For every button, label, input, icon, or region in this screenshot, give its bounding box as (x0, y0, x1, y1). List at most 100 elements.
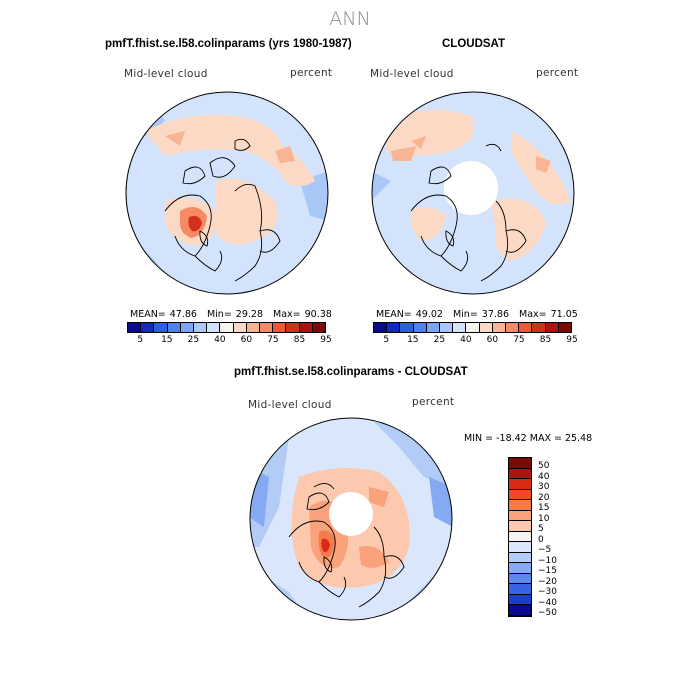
colorbar-swatch (509, 542, 531, 553)
colorbar-tick-label: −40 (538, 597, 557, 608)
diff-colorbar-labels: 50 40 30 20 15 10 5 0 −5 −10 −15 −20 −30 −40 −50 (538, 457, 578, 618)
colorbar-swatch (220, 322, 234, 333)
colorbar-swatch (180, 322, 195, 333)
model-panel-title: pmfT.fhist.se.l58.colinparams (yrs 1980-… (105, 38, 352, 50)
colorbar-swatch (466, 322, 480, 333)
diff-variable-label: Mid-level cloud (248, 399, 332, 411)
obs-min-value: 37.86 (481, 309, 509, 320)
colorbar-tick-label: 5 (383, 335, 390, 345)
colorbar-swatch (127, 322, 142, 333)
colorbar-tick-label: 40 (214, 335, 226, 345)
colorbar-tick-label: −15 (538, 566, 557, 576)
colorbar-swatch (453, 322, 467, 333)
colorbar-tick-label: 15 (538, 503, 550, 513)
obs-colorbar: 5 15 25 40 60 75 85 95 (373, 322, 578, 345)
diff-panel-title: pmfT.fhist.se.l58.colinparams - CLOUDSAT (234, 366, 468, 378)
colorbar-swatch (509, 500, 531, 511)
obs-min-label: Min= (452, 309, 478, 320)
colorbar-swatch (509, 479, 531, 490)
model-stats: MEAN= 47.86 Min= 29.28 Max= 90.38 (130, 309, 342, 320)
colorbar-tick-label: 95 (566, 335, 578, 345)
colorbar-tick-label: 0 (538, 534, 544, 545)
colorbar-tick-label: 20 (538, 492, 550, 503)
obs-mean-label: MEAN= (376, 309, 412, 320)
colorbar-swatch (509, 552, 531, 563)
colorbar-tick-label: 95 (320, 335, 332, 345)
colorbar-swatch (558, 322, 573, 333)
colorbar-tick-label: 50 (538, 461, 550, 471)
model-min-label: Min= (206, 309, 232, 320)
colorbar-swatch (509, 458, 531, 469)
colorbar-swatch (286, 322, 300, 333)
colorbar-swatch (519, 322, 533, 333)
colorbar-tick-label: 25 (187, 335, 200, 345)
diff-minmax: MIN = -18.42 MAX = 25.48 (464, 433, 593, 444)
colorbar-swatch (299, 322, 313, 333)
colorbar-tick-label: 15 (407, 335, 419, 345)
colorbar-swatch (509, 605, 531, 616)
diff-colorbar (508, 457, 532, 617)
obs-mean-value: 49.02 (415, 309, 443, 320)
obs-variable-label: Mid-level cloud (370, 68, 454, 80)
model-mean-label: MEAN= (130, 309, 166, 320)
colorbar-swatch (506, 322, 520, 333)
colorbar-tick-label: 60 (240, 335, 253, 345)
colorbar-swatch (509, 489, 531, 500)
obs-stats: MEAN= 49.02 Min= 37.86 Max= 71.05 (376, 309, 588, 320)
colorbar-swatch (426, 322, 441, 333)
colorbar-swatch (312, 322, 327, 333)
main-title: ANN (329, 8, 371, 30)
colorbar-swatch (440, 322, 454, 333)
colorbar-swatch (492, 322, 507, 333)
model-mean-value: 47.86 (169, 309, 197, 320)
colorbar-swatch (167, 322, 181, 333)
colorbar-swatch (194, 322, 208, 333)
colorbar-tick-label: −20 (538, 576, 557, 587)
colorbar-swatch (260, 322, 274, 333)
colorbar-tick-label: 5 (137, 335, 144, 345)
colorbar-tick-label: 85 (539, 335, 552, 345)
model-min-value: 29.28 (235, 309, 263, 320)
model-max-value: 90.38 (304, 309, 332, 320)
colorbar-swatch (141, 322, 155, 333)
colorbar-tick-label: 40 (460, 335, 472, 345)
colorbar-swatch (532, 322, 546, 333)
colorbar-swatch (246, 322, 261, 333)
colorbar-swatch (509, 510, 531, 521)
colorbar-swatch (509, 563, 531, 574)
colorbar-swatch (509, 521, 531, 532)
colorbar-swatch (509, 468, 531, 479)
model-variable-label: Mid-level cloud (124, 68, 208, 80)
colorbar-tick-label: 85 (293, 335, 306, 345)
colorbar-swatch (233, 322, 247, 333)
diff-polar-map (249, 417, 453, 621)
colorbar-tick-label: 10 (538, 513, 550, 524)
colorbar-tick-label: 25 (433, 335, 446, 345)
colorbar-tick-label: 40 (538, 471, 550, 482)
colorbar-tick-label: 5 (538, 524, 544, 534)
colorbar-tick-label: 75 (267, 335, 279, 345)
colorbar-swatch (509, 531, 531, 542)
colorbar-swatch (545, 322, 559, 333)
obs-max-value: 71.05 (550, 309, 578, 320)
colorbar-tick-label: −10 (538, 555, 557, 566)
colorbar-swatch (413, 322, 427, 333)
colorbar-swatch (509, 573, 531, 584)
model-units-label: percent (290, 67, 333, 79)
colorbar-swatch (479, 322, 493, 333)
obs-polar-map (371, 91, 575, 295)
colorbar-tick-label: 60 (486, 335, 499, 345)
colorbar-swatch (509, 594, 531, 605)
colorbar-tick-label: −5 (538, 545, 552, 555)
colorbar-tick-label: −50 (538, 608, 557, 618)
obs-panel-title: CLOUDSAT (442, 38, 506, 50)
diff-units-label: percent (412, 396, 455, 408)
colorbar-swatch (273, 322, 287, 333)
obs-max-label: Max= (519, 309, 547, 320)
colorbar-swatch (207, 322, 221, 333)
colorbar-tick-label: 15 (161, 335, 173, 345)
colorbar-swatch (400, 322, 414, 333)
model-polar-map (125, 91, 329, 295)
model-max-label: Max= (273, 309, 301, 320)
colorbar-swatch (154, 322, 168, 333)
